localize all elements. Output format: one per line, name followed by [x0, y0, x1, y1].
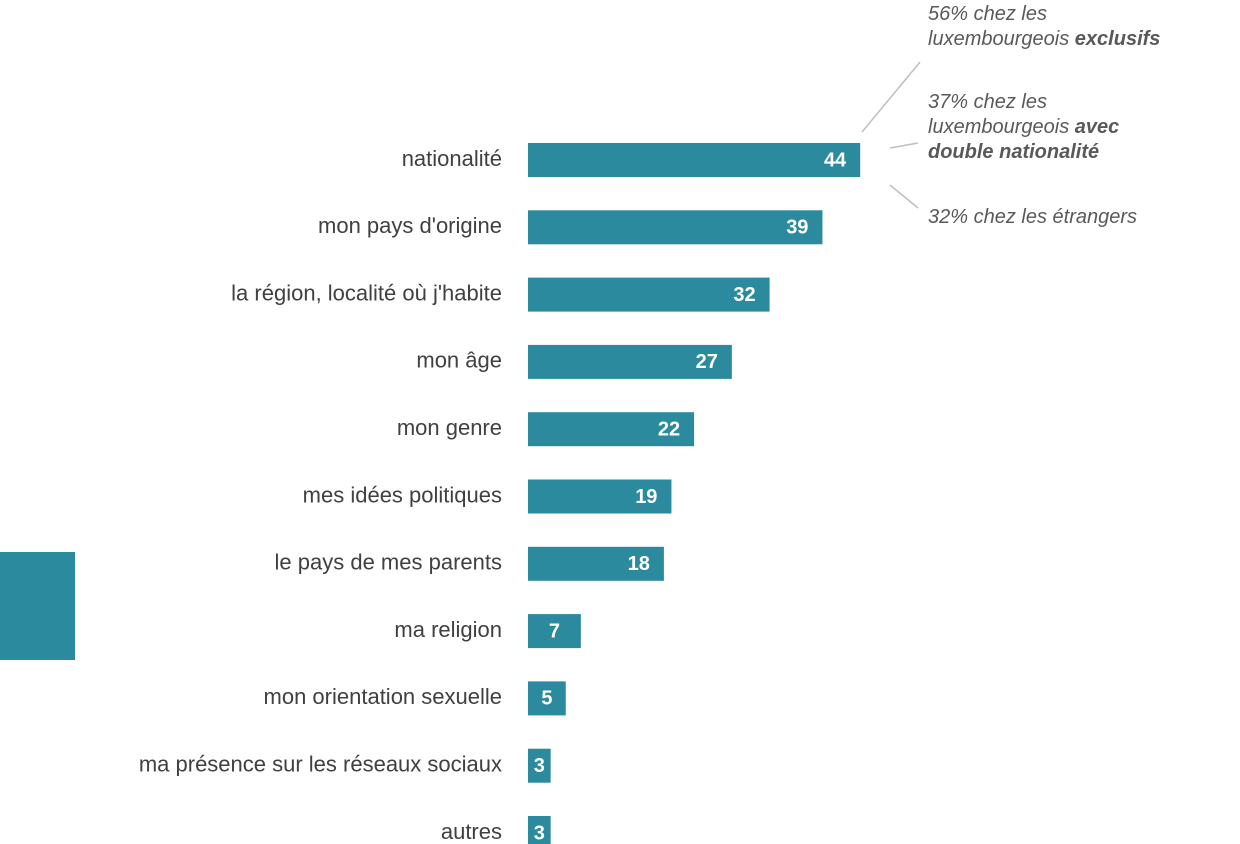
- bar: [528, 344, 732, 379]
- annotation-line: 32% chez les étrangers: [928, 205, 1137, 230]
- annotation-line: double nationalité: [928, 140, 1119, 165]
- value-label: 7: [549, 620, 560, 642]
- value-label: 19: [635, 486, 657, 508]
- annotation-text: exclusifs: [1074, 28, 1161, 50]
- bar: [528, 816, 551, 844]
- value-label: 39: [786, 217, 808, 239]
- annotation-text: double nationalité: [928, 141, 1100, 163]
- bar: [528, 479, 672, 514]
- connector: [889, 184, 919, 209]
- value-label: 3: [534, 822, 545, 844]
- category-label: mon genre: [397, 415, 502, 440]
- bar: [528, 546, 664, 581]
- annotation-text: 32% chez les étrangers: [928, 206, 1138, 228]
- decoration: [0, 552, 75, 660]
- value-label: 5: [541, 688, 552, 710]
- category-label: mes idées politiques: [303, 482, 502, 507]
- annotation-text: luxembourgeois: [928, 116, 1070, 138]
- category-label: mon orientation sexuelle: [264, 684, 502, 709]
- category-label: autres: [441, 819, 502, 844]
- value-label: 44: [824, 149, 847, 171]
- value-label: 27: [696, 351, 718, 373]
- annotation: 32% chez les étrangers: [928, 205, 1137, 230]
- bar: [528, 614, 581, 649]
- annotation-text: luxembourgeois: [928, 28, 1070, 50]
- annotation-line: luxembourgeois exclusifs: [928, 27, 1160, 52]
- annotation-text: 37% chez les: [928, 91, 1047, 113]
- category-label: ma religion: [394, 617, 502, 642]
- value-label: 18: [628, 553, 650, 575]
- annotation-text: 56% chez les: [928, 3, 1047, 25]
- category-label: ma présence sur les réseaux sociaux: [139, 752, 502, 777]
- bar: [528, 277, 770, 312]
- annotation-line: 56% chez les: [928, 2, 1160, 27]
- annotation-line: 37% chez les: [928, 90, 1119, 115]
- category-label: la région, localité où j'habite: [231, 280, 502, 305]
- category-label: mon pays d'origine: [318, 213, 502, 238]
- bar: [528, 143, 861, 177]
- category-label: mon âge: [416, 348, 502, 373]
- annotation: 56% chez les luxembourgeois exclusifs: [928, 2, 1160, 52]
- bar: [528, 748, 551, 783]
- connector: [861, 61, 921, 133]
- annotation: 37% chez les luxembourgeois avec double nat…: [928, 90, 1119, 165]
- connector: [889, 142, 919, 149]
- bar: [528, 210, 823, 245]
- value-label: 3: [534, 755, 545, 777]
- category-label: nationalité: [402, 146, 502, 171]
- bar: [528, 412, 695, 447]
- annotation-text: avec: [1074, 116, 1120, 138]
- category-label: le pays de mes parents: [275, 550, 502, 575]
- bar: [528, 681, 566, 716]
- value-label: 22: [658, 418, 680, 440]
- value-label: 32: [733, 284, 755, 306]
- annotation-line: luxembourgeois avec: [928, 115, 1119, 140]
